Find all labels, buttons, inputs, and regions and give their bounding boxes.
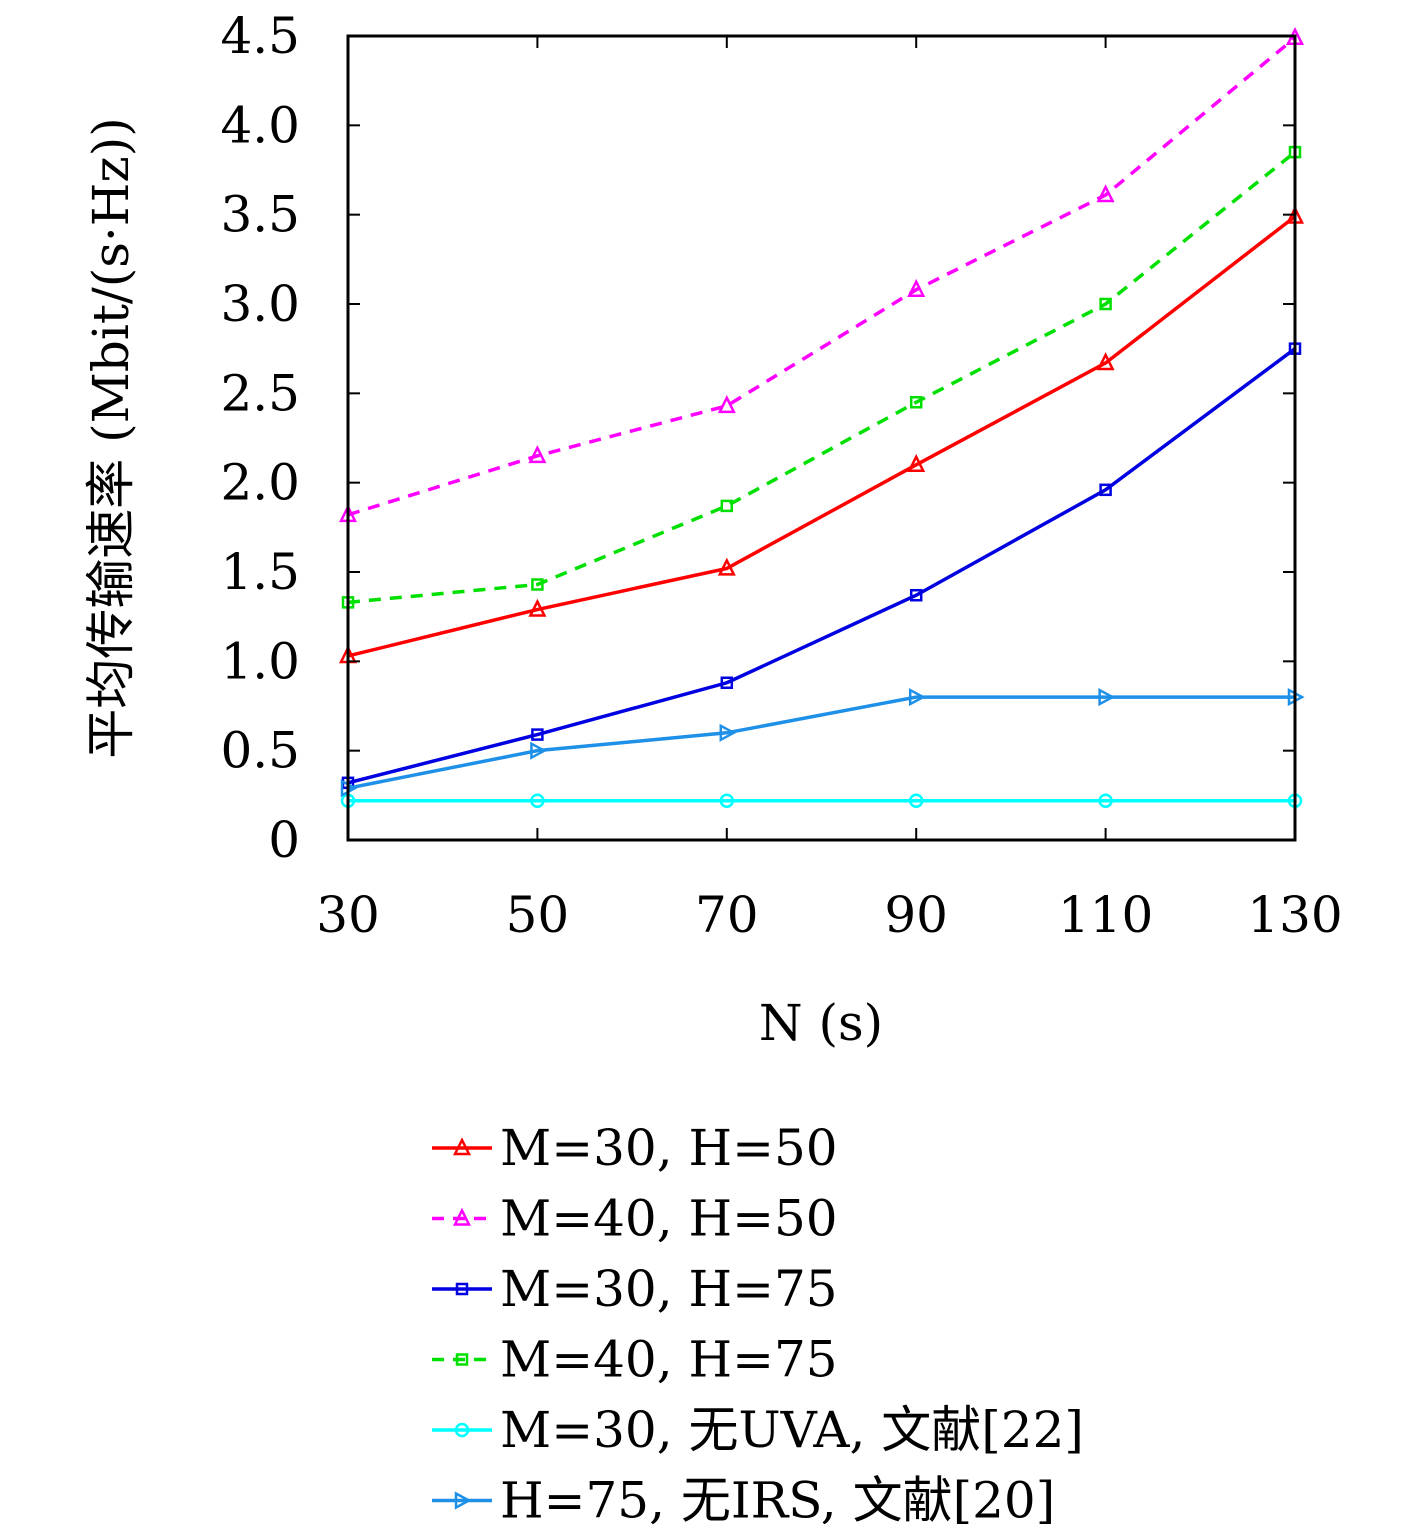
y-tick-label: 0.5 xyxy=(220,722,300,780)
data-point xyxy=(1099,483,1112,497)
y-tick-label: 2.5 xyxy=(220,364,300,422)
y-tick-label: 4.5 xyxy=(220,7,300,65)
legend-swatch-marker xyxy=(454,1491,472,1510)
data-point xyxy=(720,676,734,690)
legend-label: M=30, H=50 xyxy=(500,1119,838,1177)
data-point xyxy=(531,728,544,741)
data-point xyxy=(528,445,547,464)
legend-entry: M=30, H=50 xyxy=(432,1119,838,1177)
series-6 xyxy=(340,687,1305,798)
data-point xyxy=(1098,687,1116,707)
y-axis-title: 平均传输速率 (Mbit/(s·Hz)) xyxy=(82,117,140,759)
data-point xyxy=(1096,184,1115,203)
data-point xyxy=(530,741,548,760)
legend-swatch-marker xyxy=(455,1353,469,1366)
y-tick-label: 3.0 xyxy=(220,275,300,333)
x-tick-label: 30 xyxy=(316,886,380,944)
y-tick-label: 3.5 xyxy=(220,186,300,244)
legend-entry: H=75, 无IRS, 文献[20] xyxy=(432,1472,1055,1530)
y-tick-label: 1.0 xyxy=(220,632,300,690)
data-point xyxy=(719,793,735,808)
x-tick-label: 70 xyxy=(695,886,759,944)
data-point xyxy=(907,454,926,473)
y-tick-label: 1.5 xyxy=(220,543,300,601)
data-point xyxy=(528,598,547,617)
series-line xyxy=(347,150,1297,605)
data-point xyxy=(909,588,923,602)
data-point xyxy=(717,557,736,576)
series-layer xyxy=(338,26,1305,808)
x-tick-label: 90 xyxy=(884,886,948,944)
y-tick-label: 0 xyxy=(268,811,300,869)
legend-entry: M=40, H=75 xyxy=(432,1331,838,1389)
legend-entry: M=30, 无UVA, 文献[22] xyxy=(432,1401,1084,1459)
series-2 xyxy=(338,26,1305,523)
legend: M=30, H=50 M=40, H=50 M=30, H=75 M=40, H=75… xyxy=(432,1119,1084,1530)
series-3 xyxy=(341,342,1302,790)
legend-entry: M=40, H=50 xyxy=(432,1190,838,1248)
legend-label: M=30, 无UVA, 文献[22] xyxy=(500,1401,1084,1459)
legend-swatch-marker xyxy=(452,1207,472,1226)
x-tick-label: 50 xyxy=(506,886,570,944)
data-point xyxy=(1098,793,1113,808)
legend-swatch-marker xyxy=(452,1137,472,1156)
series-4 xyxy=(341,145,1302,609)
data-point xyxy=(719,723,737,742)
y-tick-label: 2.0 xyxy=(220,454,300,512)
series-line xyxy=(347,215,1297,658)
data-point xyxy=(908,687,926,707)
data-point xyxy=(908,793,924,808)
data-point xyxy=(720,499,734,513)
series-line xyxy=(347,695,1295,790)
legend-swatch-marker xyxy=(454,1422,470,1438)
x-tick-label: 130 xyxy=(1247,886,1342,944)
series-line xyxy=(347,36,1297,517)
legend-label: M=40, H=75 xyxy=(500,1331,838,1389)
legend-label: M=40, H=50 xyxy=(500,1190,838,1248)
data-point xyxy=(907,278,926,297)
series-5 xyxy=(340,793,1303,808)
data-point xyxy=(1099,297,1112,311)
x-tick-label: 110 xyxy=(1058,886,1153,944)
data-point xyxy=(909,396,923,409)
legend-swatch-marker xyxy=(455,1282,469,1296)
series-line xyxy=(347,347,1297,785)
x-axis-title: N (s) xyxy=(759,994,883,1052)
legend-label: H=75, 无IRS, 文献[20] xyxy=(500,1472,1055,1530)
data-point xyxy=(1096,352,1115,371)
data-point xyxy=(717,395,736,414)
y-tick-label: 4.0 xyxy=(220,96,300,154)
legend-label: M=30, H=75 xyxy=(500,1260,838,1318)
data-point xyxy=(530,793,545,808)
axis-ticks: 0 0.5 1.0 1.5 2.0 2.5 3.0 3.5 4.0 4.5 30 50 70 90 110 1… xyxy=(220,7,1342,944)
legend-entry: M=30, H=75 xyxy=(432,1260,838,1318)
data-point xyxy=(531,578,544,591)
series-1 xyxy=(338,205,1305,664)
axes-frame xyxy=(346,34,1297,842)
